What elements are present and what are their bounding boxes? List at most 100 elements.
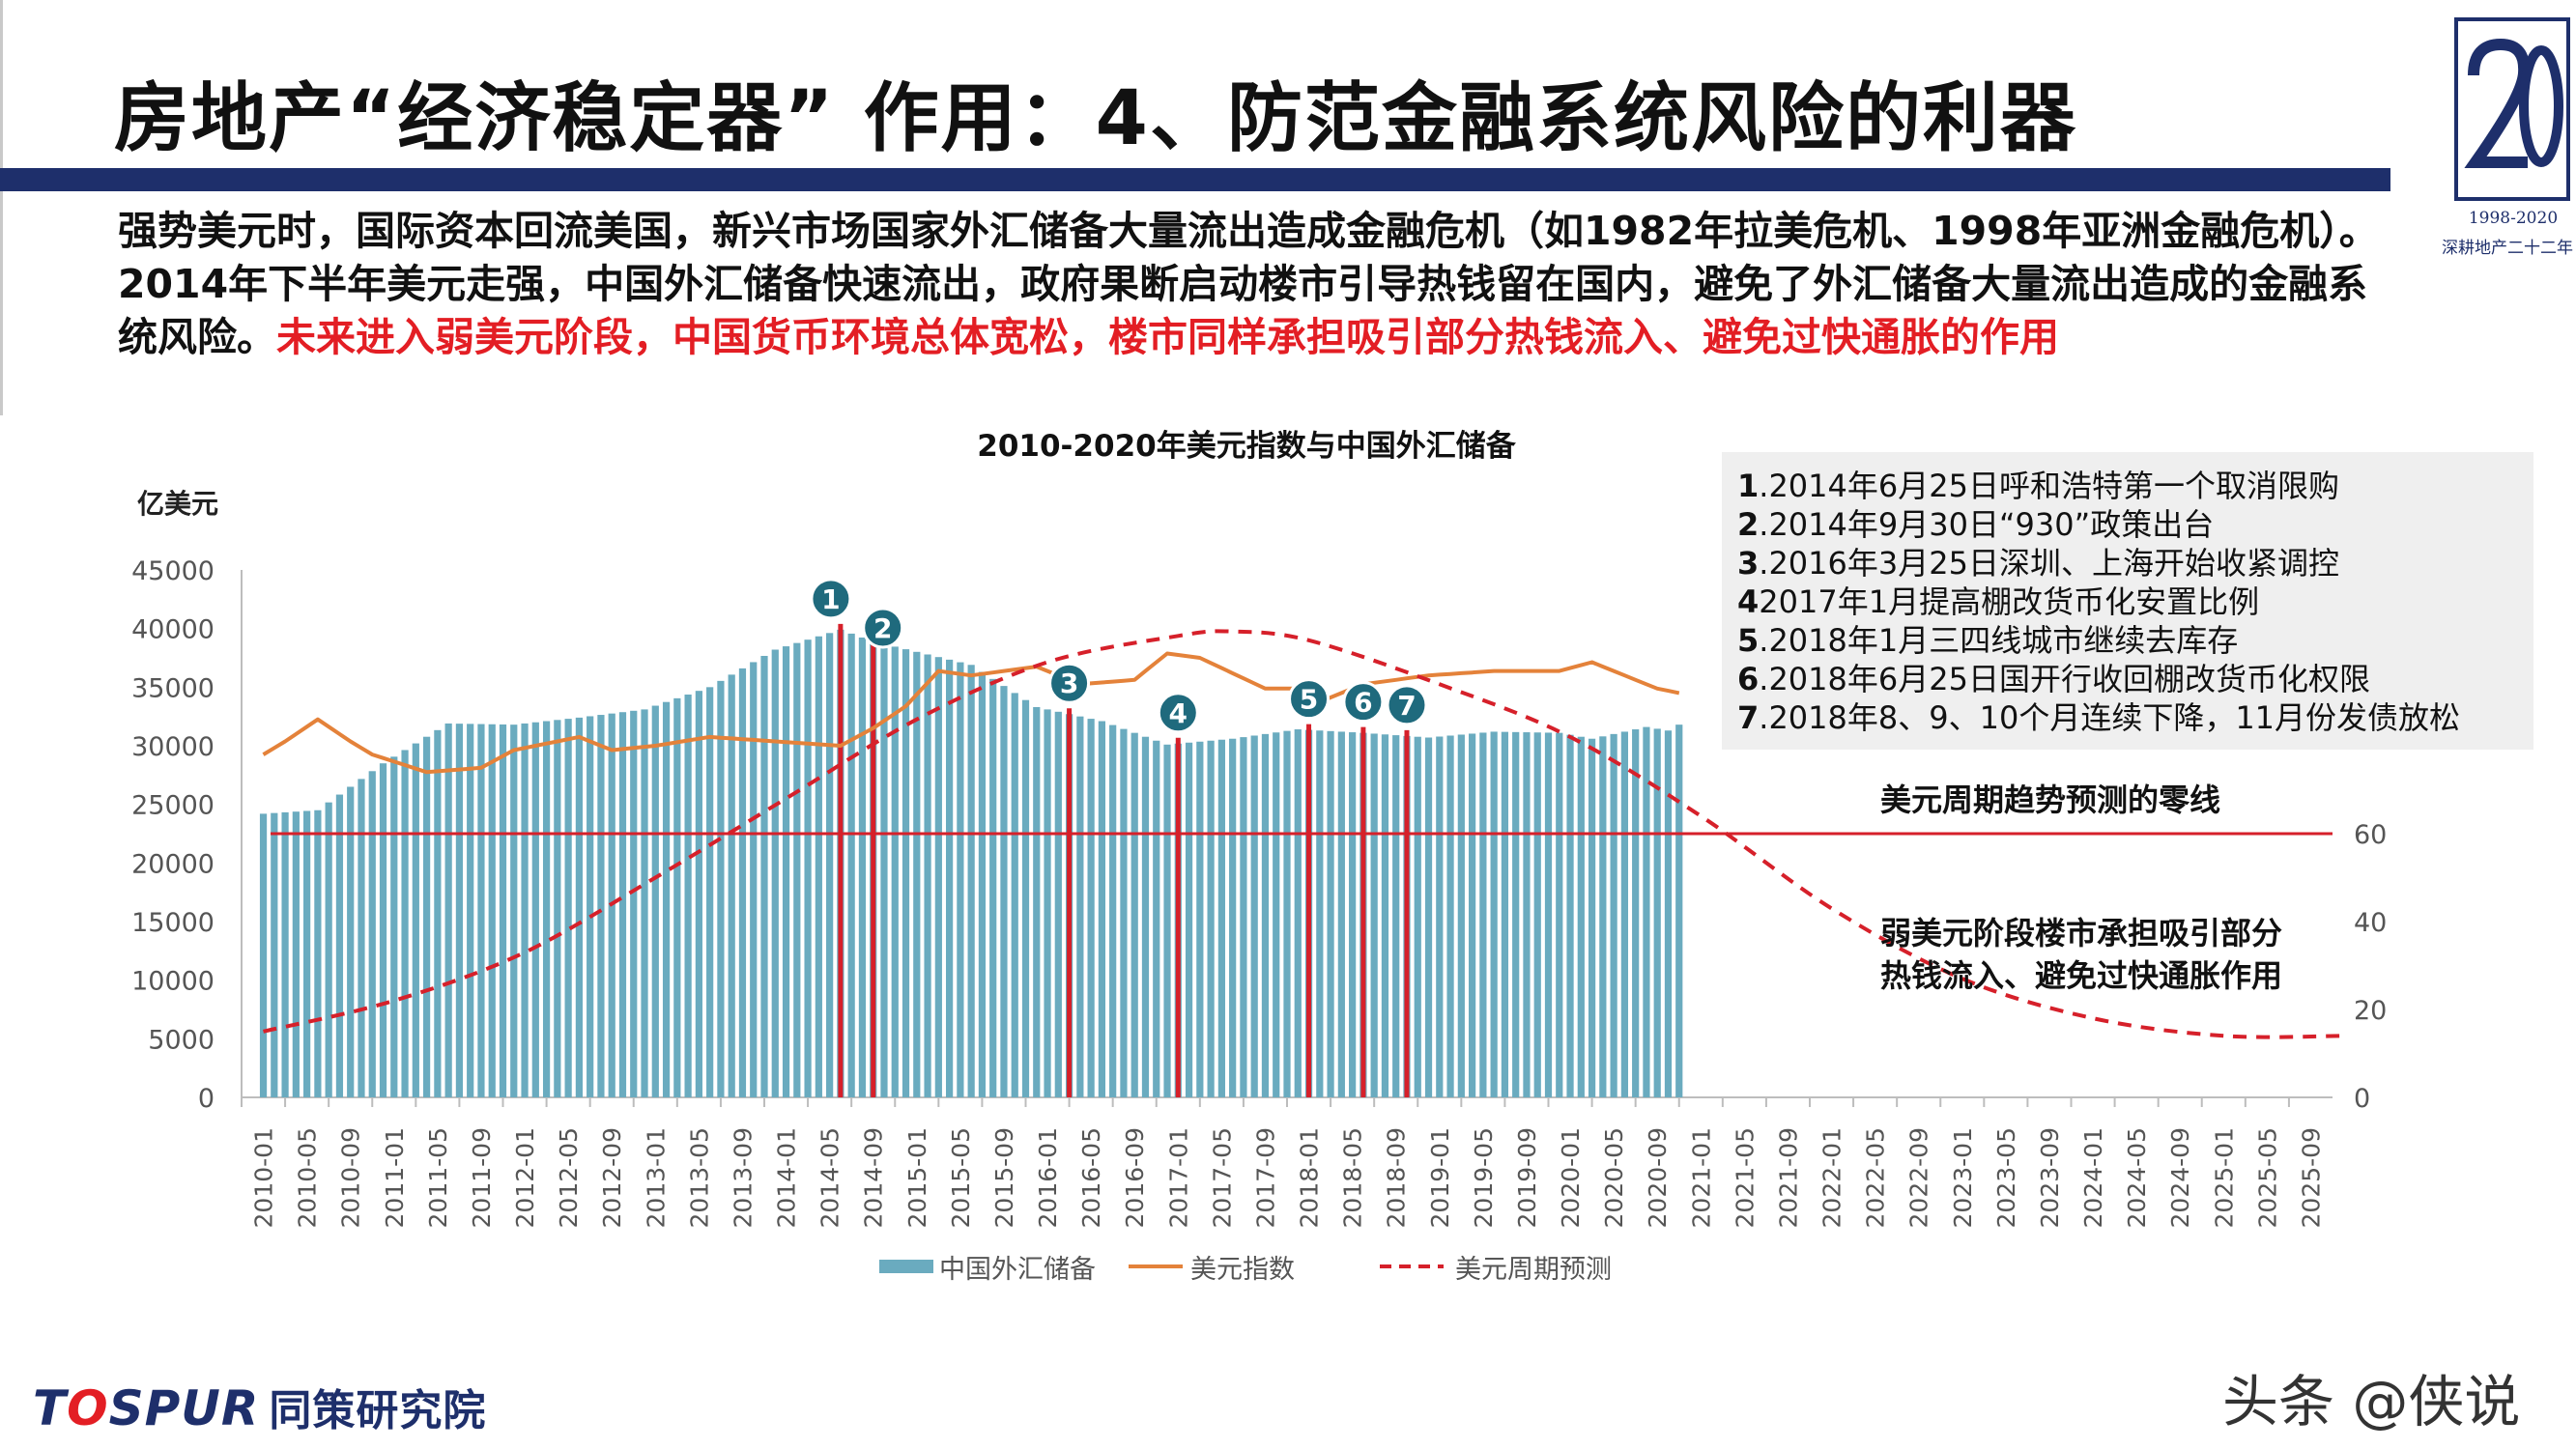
reserve-bar xyxy=(651,705,659,1097)
x-tick-label: 2025-09 xyxy=(2297,1127,2325,1228)
reserve-bar xyxy=(1141,736,1150,1097)
x-tick-label: 2013-09 xyxy=(729,1127,757,1228)
reserve-bar xyxy=(303,810,311,1097)
reserve-bar xyxy=(1011,693,1018,1097)
x-tick-label: 2024-01 xyxy=(2079,1127,2107,1228)
brand-t: T xyxy=(33,1380,68,1436)
reserve-bar xyxy=(412,743,419,1097)
reserve-bar xyxy=(1446,735,1454,1097)
reserve-bar xyxy=(728,674,735,1097)
x-tick-label: 2012-09 xyxy=(598,1127,626,1228)
y-axis-unit-label: 亿美元 xyxy=(137,488,219,520)
reserve-bar xyxy=(771,649,779,1097)
x-tick-label: 2020-01 xyxy=(1557,1127,1585,1228)
reserve-bar xyxy=(1577,736,1585,1097)
event-marker-circle-3 xyxy=(1048,662,1091,704)
reserve-bar xyxy=(444,723,452,1097)
x-tick-label: 2021-09 xyxy=(1774,1127,1802,1228)
x-tick-label: 2018-05 xyxy=(1339,1127,1367,1228)
reserve-bar xyxy=(750,662,758,1097)
brand-spur: SPUR xyxy=(108,1380,260,1436)
brand-o: O xyxy=(67,1380,109,1436)
reserve-bar xyxy=(1131,732,1138,1097)
reserve-bar xyxy=(1087,719,1095,1097)
reserve-bar xyxy=(477,724,485,1097)
reserve-bar xyxy=(717,680,725,1097)
reserve-bar xyxy=(1217,739,1225,1097)
reserve-bar xyxy=(1643,726,1650,1097)
brand-cn: 同策研究院 xyxy=(269,1386,487,1435)
reserve-bar xyxy=(1533,732,1541,1097)
event-marker-circle-1 xyxy=(810,578,852,620)
reserve-bar xyxy=(1523,732,1531,1097)
reserve-bar xyxy=(1000,686,1008,1097)
policy-note-number: 4 xyxy=(1737,583,1760,620)
reserve-bar xyxy=(1207,740,1215,1097)
x-tick-label: 2011-05 xyxy=(424,1127,452,1228)
reserve-bar xyxy=(314,810,322,1097)
x-tick-label: 2014-09 xyxy=(860,1127,888,1228)
reserve-bar xyxy=(1163,744,1171,1097)
x-tick-label: 2010-01 xyxy=(250,1127,278,1228)
intro-highlight: 未来进入弱美元阶段，中国货币环境总体宽松，楼市同样承担吸引部分热钱流入、避免过快… xyxy=(276,314,2059,360)
policy-note-number: 5 xyxy=(1737,622,1760,659)
reserve-bar xyxy=(1337,731,1345,1097)
reserve-bar xyxy=(618,712,627,1097)
x-tick-label: 2012-05 xyxy=(555,1127,583,1228)
weak-dollar-annotation-line1: 弱美元阶段楼市承担吸引部分 xyxy=(1880,915,2283,952)
reserve-bar xyxy=(1316,730,1324,1097)
y-tick-label: 35000 xyxy=(131,673,215,703)
x-tick-label: 2013-05 xyxy=(685,1127,713,1228)
reserve-bar xyxy=(542,721,551,1097)
reserve-bar xyxy=(1229,738,1237,1097)
reserve-bar xyxy=(738,668,747,1097)
x-tick-label: 2018-09 xyxy=(1383,1127,1411,1228)
reserve-bar xyxy=(1261,733,1270,1097)
usd-index-line xyxy=(262,651,1680,775)
reserve-bar xyxy=(1033,706,1041,1097)
reserve-bar xyxy=(1044,709,1051,1097)
legend-forecast: 美元周期预测 xyxy=(1455,1255,1612,1285)
y2-tick-label: 60 xyxy=(2354,820,2387,850)
event-marker-number: 4 xyxy=(1169,697,1188,729)
reserve-bar xyxy=(858,637,867,1097)
x-tick-label: 2015-01 xyxy=(903,1127,931,1228)
reserve-bar xyxy=(1240,737,1247,1097)
reserve-bar xyxy=(597,715,605,1097)
y-tick-label: 15000 xyxy=(131,908,215,938)
reserve-bar xyxy=(1021,699,1030,1097)
reserve-bar xyxy=(1098,721,1106,1097)
x-tick-label: 2023-05 xyxy=(1992,1127,2020,1228)
policy-note-6: 6.2018年6月25日国开行收回棚改货币化权限 xyxy=(1737,655,2370,699)
reserve-bar xyxy=(1054,711,1062,1097)
reserve-bar xyxy=(259,813,268,1097)
reserve-bar xyxy=(706,687,714,1097)
x-tick-label: 2018-01 xyxy=(1296,1127,1324,1228)
reserve-bar xyxy=(358,779,365,1097)
reserve-bar xyxy=(467,724,474,1097)
event-marker-number: 3 xyxy=(1060,668,1078,699)
reserve-bar xyxy=(945,659,954,1097)
policy-note-text: .2014年9月30日“930”政策出台 xyxy=(1759,506,2215,543)
legend-forecast-swatch xyxy=(1380,1264,1444,1268)
x-tick-label: 2014-01 xyxy=(773,1127,801,1228)
x-tick-label: 2015-09 xyxy=(990,1127,1018,1228)
event-marker-circle-6 xyxy=(1342,681,1385,724)
reserve-bar xyxy=(1185,742,1193,1097)
y-tick-label: 40000 xyxy=(131,615,215,645)
zero-line-annotation: 美元周期趋势预测的零线 xyxy=(1880,781,2221,818)
x-tick-label: 2022-01 xyxy=(1818,1127,1846,1228)
reserve-bar xyxy=(587,716,594,1097)
reserve-bar xyxy=(335,794,344,1097)
policy-note-5: 5.2018年1月三四线城市继续去库存 xyxy=(1737,616,2238,661)
reserve-bar xyxy=(1414,736,1421,1097)
y-tick-label: 5000 xyxy=(148,1025,215,1055)
reserve-bar xyxy=(847,633,855,1097)
reserve-bar xyxy=(630,710,638,1097)
reserve-bar xyxy=(934,657,942,1097)
legend-bar-swatch xyxy=(879,1260,933,1273)
reserve-bar xyxy=(1468,733,1476,1097)
reserve-bar xyxy=(1196,741,1204,1097)
reserve-bar xyxy=(978,671,987,1097)
